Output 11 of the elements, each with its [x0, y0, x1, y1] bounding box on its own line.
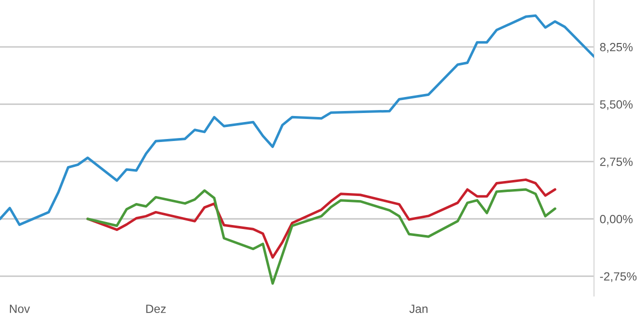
y-tick-label: 2,75%	[600, 158, 633, 168]
x-tick-label: Dez	[146, 304, 166, 314]
y-tick-label: 8,25%	[600, 42, 633, 53]
y-tick-label: 0,00%	[600, 214, 633, 225]
line-series	[86, 178, 556, 259]
line-series	[0, 14, 594, 226]
x-tick-label: Nov	[10, 304, 30, 314]
line-series	[86, 188, 556, 285]
y-tick-label: 5,50%	[600, 100, 633, 110]
x-tick-label: Jan	[409, 304, 428, 314]
y-tick-label: -2,75%	[600, 272, 637, 282]
